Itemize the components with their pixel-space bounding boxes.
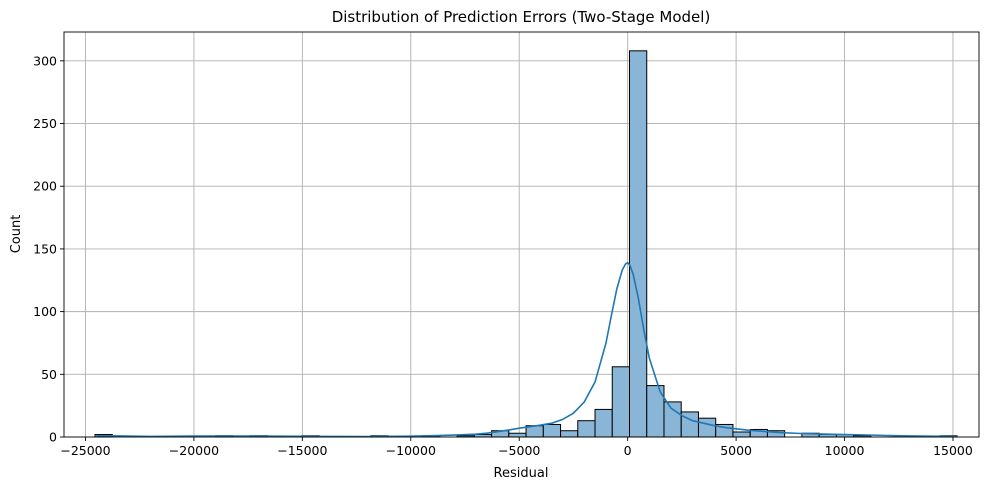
histogram-bar: [680, 411, 699, 438]
histogram-bar: [594, 408, 613, 438]
x-tick-label: −10000: [386, 443, 436, 458]
x-tick-label: −5000: [498, 443, 540, 458]
x-tick-label: 5000: [720, 443, 752, 458]
histogram-bar: [508, 432, 527, 438]
x-axis-label: Residual: [494, 466, 549, 481]
x-axis-ticks: −25000 −20000 −15000 −10000 −5000 0 5000 10000 1…: [60, 437, 973, 458]
plot-frame: [63, 31, 980, 438]
kde-curve: [96, 261, 958, 438]
y-tick-label: 300: [33, 53, 57, 68]
histogram-bar: [611, 366, 631, 438]
chart-title: Distribution of Prediction Errors (Two-S…: [332, 8, 711, 26]
histogram-bar: [560, 430, 579, 438]
histogram-bar: [542, 423, 562, 438]
histogram-bar: [663, 401, 682, 438]
y-tick-label: 250: [33, 116, 57, 131]
y-tick-label: 100: [33, 304, 57, 319]
histogram-bar: [577, 420, 596, 438]
x-tick-label: 0: [624, 443, 632, 458]
y-tick-label: 50: [41, 367, 57, 382]
x-tick-label: 15000: [933, 443, 973, 458]
histogram-bar: [697, 417, 717, 438]
y-tick-label: 200: [33, 179, 57, 194]
y-axis-label: Count: [9, 215, 24, 254]
x-tick-label: 10000: [825, 443, 865, 458]
histogram-bar: [732, 431, 751, 438]
histogram-bar: [629, 50, 648, 438]
x-tick-label: −20000: [169, 443, 219, 458]
x-tick-label: −25000: [60, 443, 110, 458]
y-tick-label: 150: [33, 241, 57, 256]
y-axis-ticks: 0 50 100 150 200 250 300: [33, 53, 64, 445]
x-tick-label: −15000: [277, 443, 327, 458]
y-tick-label: 0: [49, 430, 57, 445]
